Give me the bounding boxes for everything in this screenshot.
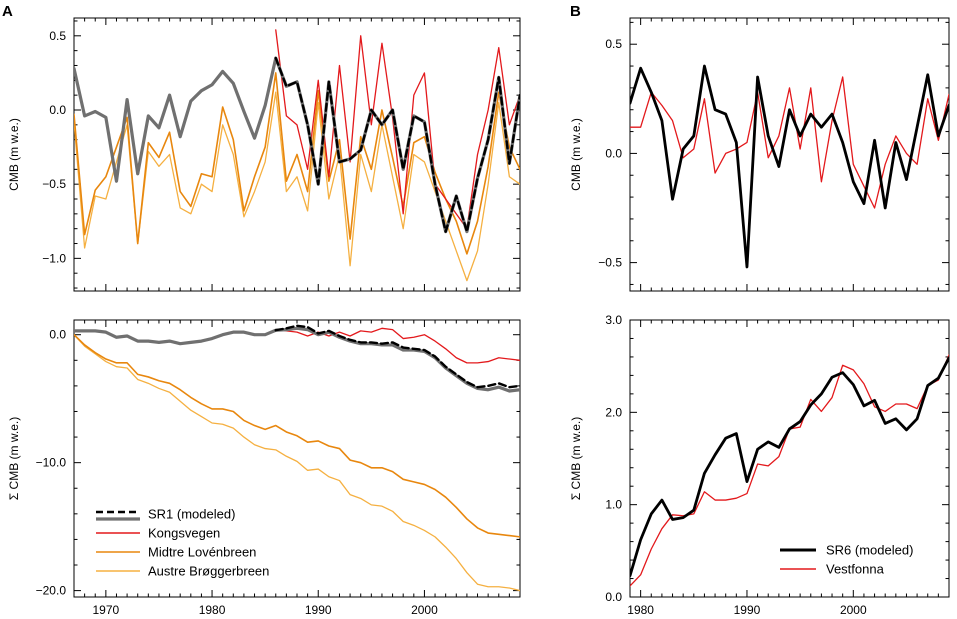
- chart-a-top-ytick-label: 0.0: [49, 103, 66, 117]
- chart-b-top-ylabel: CMB (m w.e.): [569, 118, 583, 191]
- chart-b-bottom-xtick-label: 2000: [840, 603, 867, 617]
- chart-a-bottom-series-sr1-modeled-reference: [74, 326, 520, 393]
- chart-a-bottom-series-midtre-lovenbreen: [74, 333, 520, 538]
- chart-a-top: 0.5 0.0 −0.5 −1.0 CMB (m w.e.): [7, 17, 521, 292]
- chart-a-bottom-ylabel: Σ CMB (m w.e.): [7, 417, 21, 500]
- chart-a-top-series-sr1-modeled: [274, 56, 520, 233]
- chart-b-bottom-ytick-label: 1.0: [605, 498, 622, 512]
- chart-b-bottom-ylabel: Σ CMB (m w.e.): [569, 417, 583, 500]
- chart-a-bottom-ytick-label: −10.0: [36, 456, 67, 470]
- chart-a-bottom-xtick-label: 1990: [305, 603, 332, 617]
- chart-b-top-frame: [629, 17, 950, 292]
- legend-label-sr1-modeled: SR1 (modeled): [148, 507, 235, 522]
- chart-b-bottom: 1980 1990 2000 3.0 2.0 1.0 0.0 Σ CMB (m w.e.) SR…: [569, 313, 950, 617]
- legend-label-sr6-modeled: SR6 (modeled): [826, 543, 913, 558]
- chart-a-bottom-series-sr1-modeled: [274, 324, 520, 389]
- chart-b-bottom-xtick-label: 1980: [627, 603, 654, 617]
- chart-a-top-ytick-label: −0.5: [42, 177, 66, 191]
- chart-a-top-series-kongsvegen: [275, 29, 520, 230]
- legend-label-austre-broggerbreen: Austre Brøggerbreen: [148, 564, 269, 579]
- chart-b-bottom-ytick-label: 3.0: [605, 313, 622, 327]
- chart-a-top-series-group: [74, 29, 520, 282]
- chart-b-top-series-group: [630, 64, 949, 269]
- legend-label-midtre-lovenbreen: Midtre Lovénbreen: [148, 545, 256, 560]
- chart-a-bottom-legend: SR1 (modeled) Kongsvegen Midtre Lovénbreen…: [96, 507, 269, 579]
- chart-a-top-series-austre-broggerbreen: [74, 91, 520, 282]
- chart-b-bottom-legend: SR6 (modeled) Vestfonna: [780, 543, 913, 577]
- panel-letter-b: B: [570, 3, 581, 20]
- chart-a-bottom-xtick-label: 2000: [411, 603, 438, 617]
- panel-letter-a: A: [2, 3, 13, 20]
- chart-b-bottom-series-sr6-modeled: [630, 356, 949, 578]
- chart-b-top-series-vestfonna: [630, 76, 949, 209]
- chart-a-bottom-series-group: [74, 324, 520, 592]
- chart-b-top-series-sr6-modeled: [630, 64, 949, 269]
- legend-label-kongsvegen: Kongsvegen: [148, 526, 220, 541]
- chart-a-top-ytick-label: −1.0: [42, 251, 66, 265]
- chart-b-top-ytick-label: 0.0: [605, 146, 622, 160]
- chart-b-top-ytick-label: −0.5: [598, 256, 622, 270]
- chart-a-bottom: 1970 1980 1990 2000 0.0 −10.0 −20.0 Σ CMB (m w.…: [7, 319, 521, 617]
- legend-label-vestfonna: Vestfonna: [826, 562, 885, 577]
- chart-a-top-ylabel: CMB (m w.e.): [7, 118, 21, 191]
- chart-a-bottom-ytick-label: 0.0: [49, 328, 66, 342]
- chart-a-bottom-series-austre-broggerbreen: [74, 334, 520, 592]
- chart-b-top: 0.5 0.0 −0.5 CMB (m w.e.): [569, 17, 950, 292]
- chart-b-top-ytick-label: 0.5: [605, 37, 622, 51]
- chart-b-bottom-series-group: [630, 354, 949, 587]
- chart-a-bottom-ytick-label: −20.0: [36, 584, 67, 598]
- chart-a-top-ytick-label: 0.5: [49, 29, 66, 43]
- chart-a-bottom-xtick-label: 1980: [199, 603, 226, 617]
- chart-b-bottom-ytick-label: 2.0: [605, 405, 622, 419]
- chart-b-bottom-ytick-label: 0.0: [605, 590, 622, 604]
- chart-b-bottom-xtick-label: 1990: [734, 603, 761, 617]
- chart-a-bottom-xtick-label: 1970: [93, 603, 120, 617]
